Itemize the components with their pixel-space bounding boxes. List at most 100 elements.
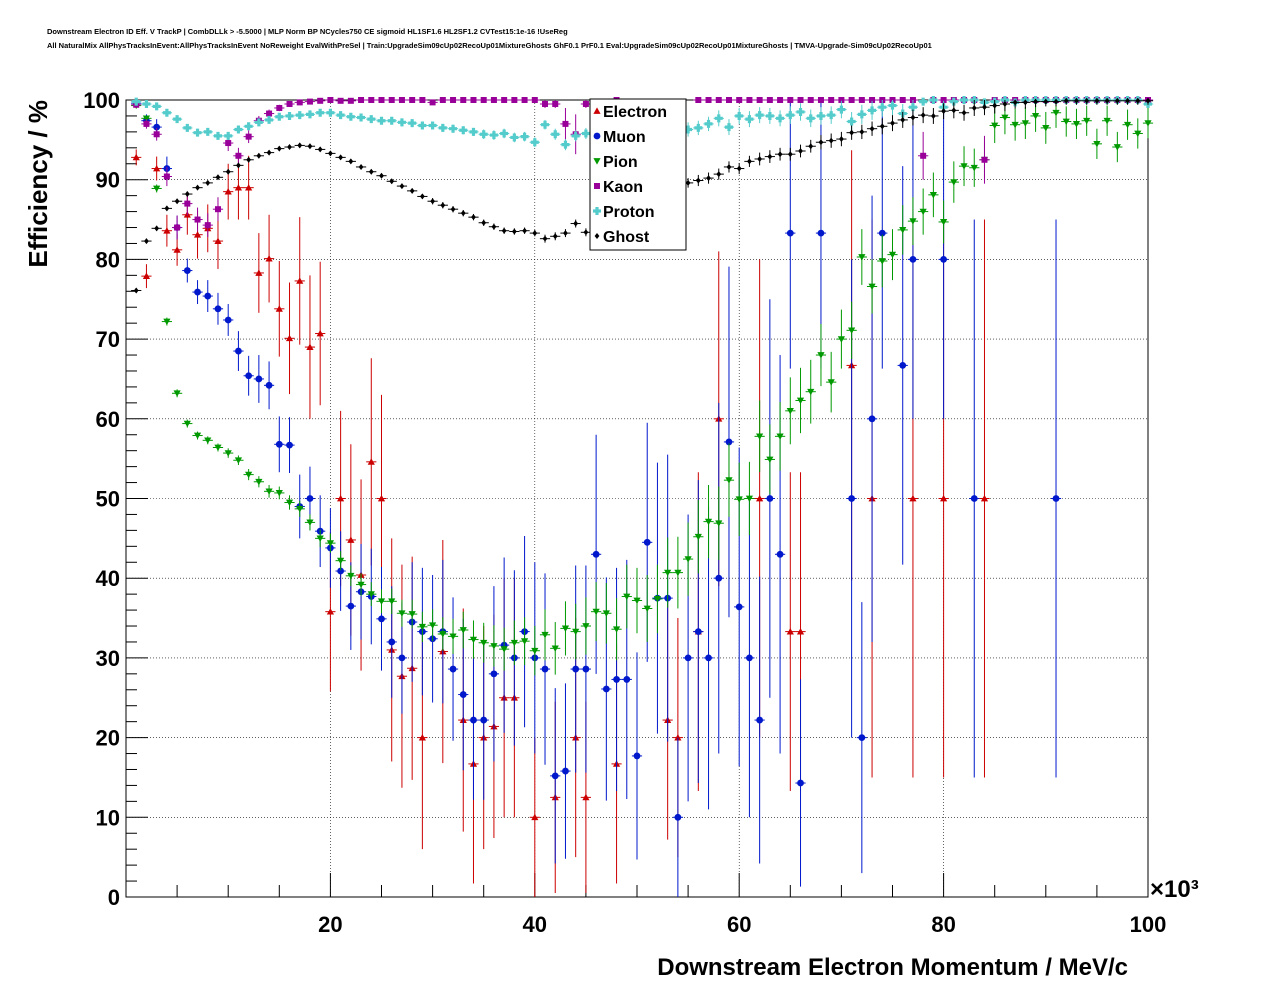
ghost-point	[355, 163, 367, 170]
proton-marker	[847, 117, 856, 126]
y-tick-label: 10	[96, 805, 120, 830]
proton-marker	[234, 125, 243, 134]
ghost-marker	[338, 154, 344, 161]
ghost-marker	[859, 128, 865, 135]
kaon-point	[979, 135, 990, 184]
muon-marker	[674, 813, 682, 821]
proton-marker	[541, 120, 550, 129]
pion-point	[764, 424, 775, 495]
electron-marker	[245, 184, 253, 191]
muon-marker	[766, 495, 774, 502]
proton-point	[570, 130, 581, 142]
muon-marker	[705, 654, 712, 662]
ghost-marker	[164, 205, 170, 212]
pion-marker	[531, 647, 539, 655]
pion-point	[836, 309, 847, 369]
muon-marker	[602, 685, 610, 693]
ghost-point	[417, 193, 428, 200]
proton-point	[723, 119, 735, 136]
pion-marker	[1001, 114, 1009, 122]
pion-marker	[480, 639, 488, 647]
ghost-point	[151, 225, 162, 232]
ghost-point	[754, 152, 765, 166]
pion-point	[723, 443, 735, 517]
ghost-marker	[246, 156, 252, 163]
muon-point	[550, 688, 561, 864]
x-axis-multiplier: ×10³	[1150, 876, 1199, 903]
pion-marker	[193, 432, 202, 440]
pion-point	[989, 107, 1000, 144]
kaon-marker	[552, 100, 559, 107]
ghost-point	[979, 100, 990, 116]
pion-point	[856, 229, 867, 285]
y-tick-label: 0	[108, 885, 120, 910]
kaon-marker	[858, 97, 865, 103]
ghost-point	[427, 198, 438, 205]
kaon-point	[560, 107, 571, 140]
kaon-marker	[787, 97, 794, 103]
ghost-marker	[215, 174, 221, 181]
kaon-marker	[736, 97, 743, 103]
kaon-point	[734, 97, 745, 103]
pion-marker	[664, 569, 672, 577]
proton-point	[458, 126, 469, 135]
proton-marker	[408, 119, 417, 128]
ghost-point	[958, 104, 970, 121]
ghost-marker	[890, 120, 895, 127]
muon-marker	[214, 305, 222, 313]
pion-point	[662, 537, 673, 608]
y-tick-label: 80	[96, 247, 120, 272]
ghost-marker	[256, 152, 262, 159]
kaon-marker	[521, 97, 528, 103]
muon-marker	[398, 654, 406, 662]
proton-point	[774, 110, 786, 127]
pion-marker	[643, 605, 651, 613]
pion-point	[161, 317, 172, 326]
muon-point	[335, 531, 346, 611]
legend-marker-ghost	[594, 233, 600, 239]
muon-marker	[347, 602, 355, 610]
proton-point	[223, 131, 234, 140]
proton-marker	[275, 112, 284, 121]
electron-marker	[285, 334, 294, 342]
ghost-point	[233, 162, 244, 169]
ghost-marker	[583, 229, 589, 236]
proton-point	[509, 132, 520, 143]
ghost-marker	[757, 155, 763, 162]
muon-marker	[490, 670, 498, 678]
muon-marker	[786, 229, 794, 237]
ghost-marker	[787, 151, 793, 158]
muon-point	[243, 355, 254, 396]
muon-point	[223, 304, 234, 336]
ghost-marker	[1053, 98, 1059, 105]
muon-point	[233, 331, 244, 371]
axis-ticks: 0 10 20 30 40 50 60 70 80 90 100 20 40 60 80 100	[83, 88, 1166, 937]
proton-point	[877, 100, 888, 117]
kaon-marker	[838, 97, 845, 103]
electron-point	[212, 213, 224, 269]
ghost-marker	[154, 225, 160, 232]
ghost-point	[1122, 97, 1133, 105]
pion-marker	[183, 420, 191, 428]
kaon-marker	[409, 97, 416, 103]
proton-point	[304, 110, 316, 119]
pion-point	[1142, 107, 1154, 139]
kaon-point	[447, 97, 459, 103]
kaon-point	[499, 97, 510, 103]
x-axis-title: Downstream Electron Momentum / MeV/c	[657, 954, 1128, 981]
proton-marker	[132, 97, 141, 106]
ghost-marker	[491, 223, 497, 230]
y-tick-label: 100	[83, 88, 120, 113]
proton-point	[744, 111, 755, 128]
kaon-marker	[429, 99, 436, 106]
pion-marker	[878, 258, 886, 265]
pion-point	[631, 567, 643, 634]
proton-marker	[418, 121, 427, 130]
ghost-marker	[563, 230, 568, 237]
pion-marker	[459, 627, 467, 634]
pion-marker	[612, 626, 621, 633]
kaon-marker	[153, 131, 160, 138]
electron-point	[315, 261, 326, 406]
pion-point	[948, 161, 959, 203]
pion-marker	[582, 623, 590, 630]
